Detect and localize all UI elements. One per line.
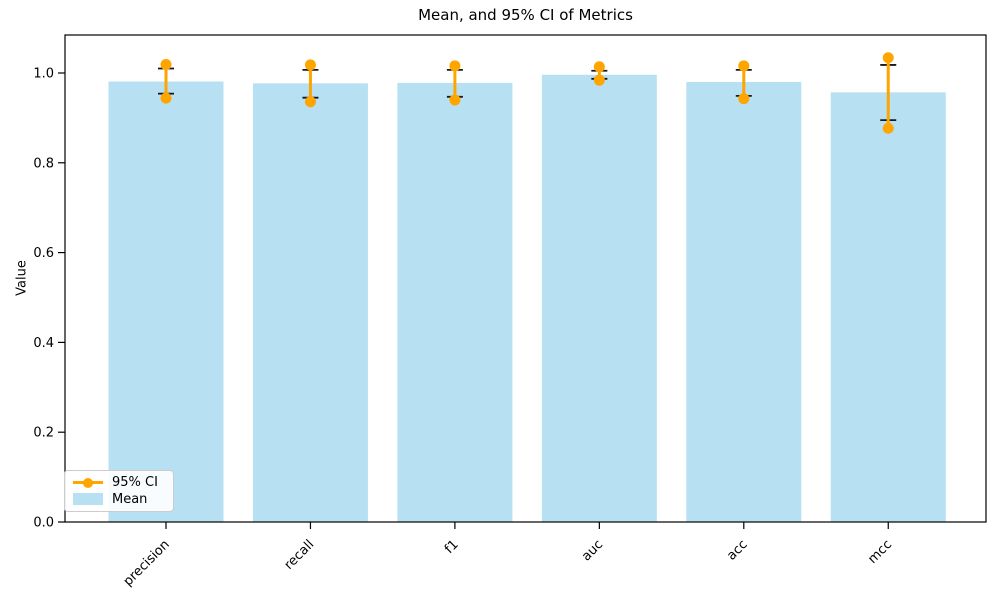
mean-patch-icon (73, 493, 103, 506)
ci-lower-marker (738, 93, 750, 105)
ci-upper-marker (738, 60, 750, 72)
legend: 95% CI Mean (64, 470, 174, 512)
legend-item-mean: Mean (73, 492, 165, 507)
x-axis-ticks: precision recall f1 auc acc mcc (121, 522, 895, 589)
y-tick-label: 0.0 (33, 516, 54, 531)
y-tick-label: 0.2 (33, 426, 54, 441)
bar-auc (541, 74, 657, 523)
ci-upper-marker (593, 61, 605, 73)
ci-upper-marker (449, 60, 461, 72)
ci-lower-marker (882, 122, 894, 134)
errorbar-mcc (880, 52, 897, 134)
ci-lower-marker (593, 74, 605, 86)
errorbar-auc (591, 61, 608, 86)
bar-precision (108, 81, 224, 522)
y-tick-label: 0.4 (33, 336, 54, 351)
bar-acc (686, 81, 802, 522)
ci-lower-marker (304, 96, 316, 108)
y-tick-label: 0.6 (33, 246, 54, 261)
bar-f1 (397, 82, 513, 523)
bar-mcc (830, 92, 946, 522)
errorbar-recall (302, 59, 319, 108)
x-tick-label-auc: auc (579, 537, 606, 564)
bar-recall (252, 83, 368, 523)
legend-label-95ci: 95% CI (112, 475, 158, 491)
ci-line-marker-icon (73, 477, 103, 488)
y-tick-label: 0.8 (33, 156, 54, 171)
errorbar-f1 (446, 60, 463, 106)
ci-lower-marker (449, 94, 461, 106)
errorbar-precision (158, 58, 174, 104)
x-tick-label-mcc: mcc (865, 537, 895, 567)
plot-frame (64, 34, 987, 523)
legend-item-95ci: 95% CI (73, 475, 165, 490)
chart-title: Mean, and 95% CI of Metrics (418, 6, 633, 24)
ci-dot-icon (83, 477, 93, 488)
legend-label-mean: Mean (112, 491, 148, 507)
y-tick-label: 1.0 (33, 67, 54, 82)
ci-upper-marker (160, 58, 172, 70)
ci-upper-marker (304, 59, 316, 71)
x-tick-label-f1: f1 (442, 537, 462, 557)
ci-upper-marker (882, 52, 894, 64)
x-tick-label-recall: recall (282, 537, 318, 573)
y-axis-ticks: 0.0 0.2 0.4 0.6 0.8 1.0 (33, 67, 65, 531)
x-tick-label-precision: precision (121, 537, 173, 589)
x-tick-label-acc: acc (724, 537, 750, 563)
errorbar-acc (735, 60, 752, 105)
ci-lower-marker (160, 92, 172, 104)
